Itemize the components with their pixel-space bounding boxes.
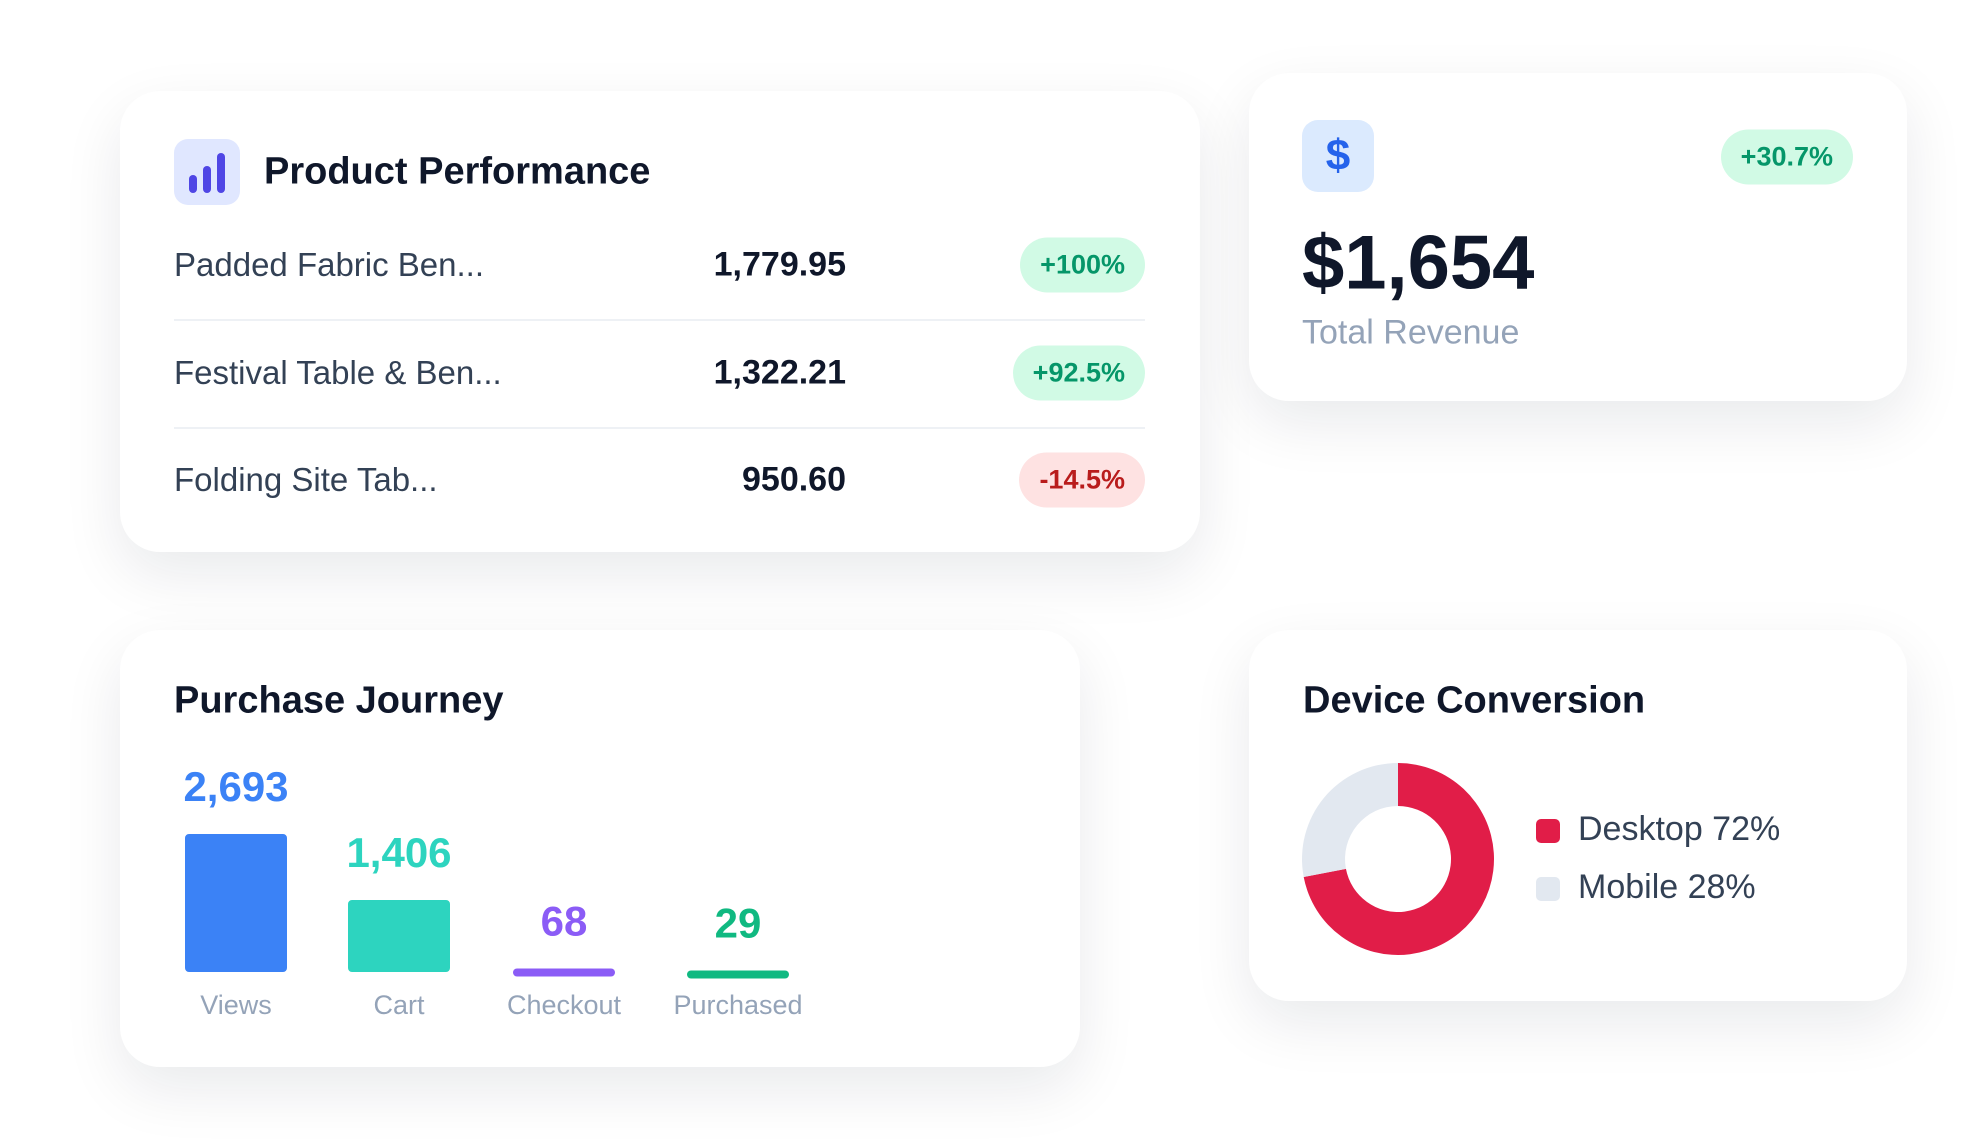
bar-value-label: 2,693 <box>183 763 288 810</box>
donut-segment <box>1302 763 1398 877</box>
chart-icon <box>174 139 240 205</box>
device-conversion-card: Device Conversion Desktop 72% Mobile 28% <box>1249 630 1907 1001</box>
product-value: 1,322.21 <box>713 353 846 392</box>
card-title: Product Performance <box>264 150 651 193</box>
revenue-value: $1,654 <box>1302 220 1535 306</box>
product-value: 950.60 <box>742 460 846 499</box>
donut-segment <box>1303 763 1494 955</box>
bar-chart: 2,693 Views 1,406 Cart 68 Checkout 29 Purchased <box>183 763 802 1020</box>
divider <box>174 427 1145 429</box>
product-performance-card: Product Performance Padded Fabric Ben...… <box>120 91 1200 552</box>
bar-value-label: 68 <box>541 898 588 945</box>
legend-label: Mobile 28% <box>1578 868 1756 906</box>
revenue-label: Total Revenue <box>1302 313 1520 352</box>
product-name: Festival Table & Ben... <box>174 354 502 391</box>
divider <box>174 319 1145 321</box>
bar <box>348 899 450 973</box>
revenue-card: $ +30.7% $1,654 Total Revenue <box>1249 73 1907 401</box>
card-title: Purchase Journey <box>174 679 504 722</box>
product-name: Folding Site Tab... <box>174 461 438 498</box>
change-badge: +92.5% <box>1012 345 1145 401</box>
product-name: Padded Fabric Ben... <box>174 246 485 283</box>
bar <box>185 834 287 972</box>
legend-label: Desktop 72% <box>1578 810 1780 848</box>
bar-category-label: Purchased <box>673 990 802 1020</box>
bar-category-label: Checkout <box>507 990 622 1020</box>
card-title: Device Conversion <box>1303 679 1646 722</box>
legend-swatch <box>1536 877 1560 901</box>
dollar-icon: $ <box>1302 120 1374 192</box>
change-badge: +30.7% <box>1720 129 1853 185</box>
donut-chart: Desktop 72% Mobile 28% <box>1302 763 1780 955</box>
bar-category-label: Views <box>200 990 272 1020</box>
bar-value-label: 29 <box>715 900 762 947</box>
change-badge: -14.5% <box>1019 452 1145 508</box>
product-value: 1,779.95 <box>713 245 846 284</box>
change-badge: +100% <box>1020 237 1145 293</box>
legend-swatch <box>1536 819 1560 843</box>
purchase-journey-card: Purchase Journey 2,693 Views 1,406 Cart 68 Ch… <box>120 630 1080 1067</box>
bar-category-label: Cart <box>373 990 425 1020</box>
bar-value-label: 1,406 <box>346 829 451 876</box>
